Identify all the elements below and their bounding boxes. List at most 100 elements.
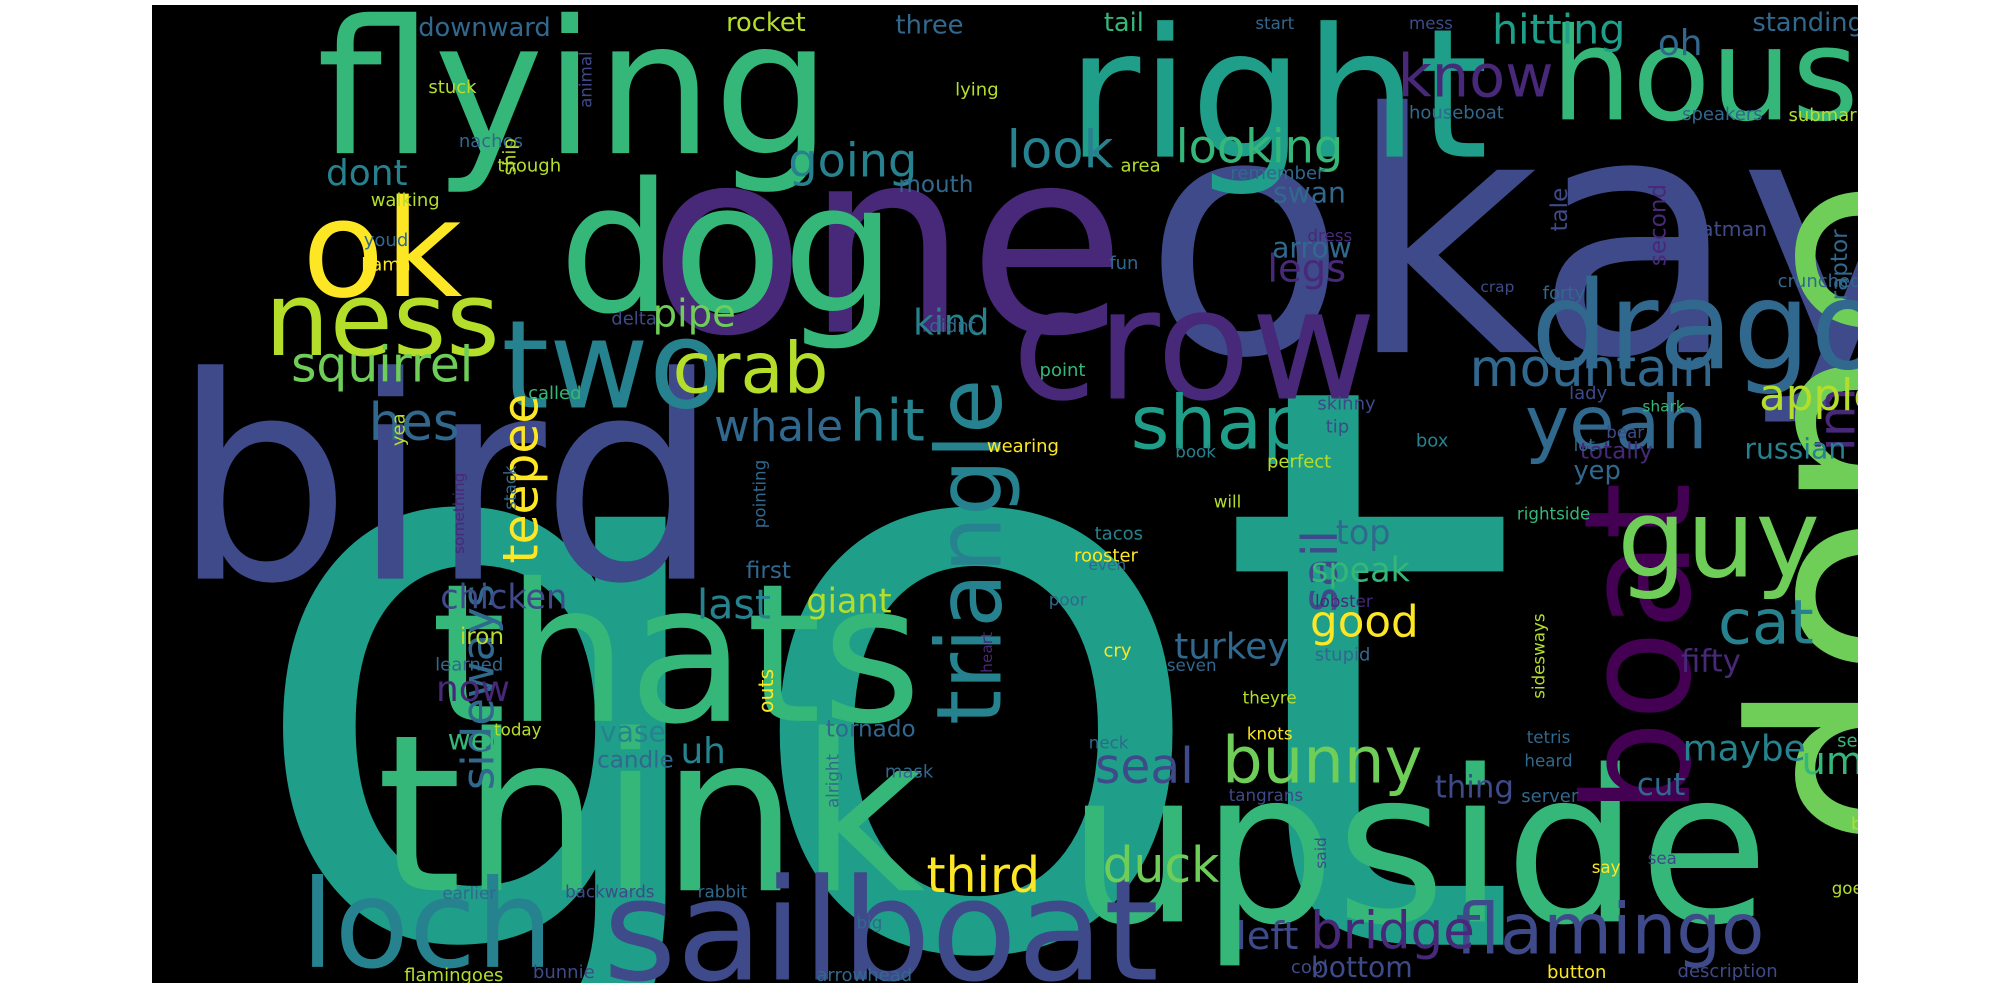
word-theyre: theyre bbox=[1243, 687, 1297, 707]
word-remember: remember bbox=[1230, 163, 1325, 184]
word-cry: cry bbox=[1104, 641, 1132, 662]
word-third: third bbox=[927, 848, 1041, 904]
word-even: even bbox=[1088, 556, 1126, 574]
word-rooster: rooster bbox=[1074, 545, 1139, 566]
word-hes: hes bbox=[369, 393, 460, 453]
word-got: got bbox=[240, 219, 1522, 983]
word-teepee: teepee bbox=[494, 394, 550, 564]
word-pointing: pointing bbox=[750, 460, 770, 528]
word-kind: kind bbox=[913, 302, 989, 343]
word-dog: dog bbox=[559, 145, 897, 354]
word-well: well bbox=[448, 723, 504, 756]
word-bridge: bridge bbox=[1310, 902, 1475, 962]
word-book: book bbox=[1175, 442, 1216, 462]
word-hitting: hitting bbox=[1492, 5, 1625, 53]
word-candle: candle bbox=[597, 747, 674, 773]
word-arrow: arrow bbox=[1272, 232, 1352, 265]
word-goes: goes bbox=[1832, 878, 1858, 898]
word-um: um bbox=[1801, 739, 1858, 784]
word-fun: fun bbox=[1109, 253, 1138, 274]
word-house: house bbox=[1551, 5, 1858, 150]
word-going: going bbox=[788, 134, 917, 188]
word-cat: cat bbox=[1718, 587, 1814, 659]
word-something: something bbox=[450, 473, 468, 555]
word-maybe: maybe bbox=[1683, 728, 1806, 769]
word-learned: learned bbox=[435, 655, 503, 676]
word-crunched: crunched bbox=[1778, 271, 1858, 292]
word-point: point bbox=[1040, 360, 1086, 381]
word-first: first bbox=[746, 558, 791, 584]
word-giant: giant bbox=[806, 581, 891, 620]
word-sideways: sideways bbox=[452, 584, 505, 790]
word-tornado: tornado bbox=[826, 717, 916, 743]
word-bunnie: bunnie bbox=[533, 962, 595, 983]
word-heard: heard bbox=[1524, 750, 1572, 770]
word-outs: outs bbox=[754, 669, 778, 713]
word-dont: dont bbox=[326, 153, 408, 194]
word-good: good bbox=[1310, 598, 1419, 648]
word-ness: ness bbox=[265, 261, 500, 380]
word-seal: seal bbox=[1095, 739, 1194, 795]
word-bong: bong bbox=[1851, 813, 1858, 833]
word-lobster: lobster bbox=[1315, 591, 1373, 611]
word-uh: uh bbox=[680, 731, 726, 772]
word-poor: poor bbox=[1049, 590, 1087, 610]
word-sidesways: sidesways bbox=[1528, 613, 1548, 698]
word-said: said bbox=[1312, 837, 1330, 869]
word-description: description bbox=[1678, 961, 1778, 982]
word-raptor: raptor bbox=[1827, 229, 1853, 300]
word-batman: batman bbox=[1688, 217, 1767, 241]
word-know: know bbox=[1398, 41, 1554, 110]
word-big: big bbox=[856, 913, 882, 933]
word-flamingoes: flamingoes bbox=[404, 965, 503, 983]
word-sailboat: sailboat bbox=[603, 850, 1159, 984]
word-one: one bbox=[649, 94, 1127, 393]
word-duck: duck bbox=[1103, 838, 1221, 894]
word-houseboat: houseboat bbox=[1409, 103, 1504, 124]
word-tacos: tacos bbox=[1095, 523, 1143, 544]
word-forty: forty bbox=[1543, 283, 1586, 304]
word-think: think bbox=[376, 689, 925, 942]
word-speak: speak bbox=[1311, 550, 1411, 589]
word-tip: tip bbox=[1326, 417, 1349, 438]
word-rabbit: rabbit bbox=[698, 882, 748, 902]
word-fifty: fifty bbox=[1681, 643, 1741, 679]
word-say: say bbox=[1592, 857, 1621, 877]
word-looking: looking bbox=[1176, 120, 1344, 174]
word-arrowhead: arrowhead bbox=[816, 965, 912, 983]
word-skinny: skinny bbox=[1317, 393, 1376, 414]
word-neck: neck bbox=[1089, 732, 1129, 752]
word-ship: ship bbox=[500, 138, 521, 175]
word-crab: crab bbox=[673, 326, 829, 409]
word-right: right bbox=[1066, 5, 1488, 200]
word-thing: thing bbox=[1435, 769, 1514, 805]
word-backwards: backwards bbox=[565, 882, 654, 902]
word-mouth: mouth bbox=[898, 172, 973, 198]
word-bear: bear bbox=[1606, 422, 1644, 442]
word-called: called bbox=[528, 383, 581, 404]
word-upside: upside bbox=[1067, 724, 1769, 971]
word-totally: totally bbox=[1580, 439, 1653, 465]
word-oh: oh bbox=[1658, 23, 1703, 64]
word-crow: crow bbox=[1012, 257, 1376, 436]
word-okay: okay bbox=[1143, 42, 1858, 431]
word-hit: hit bbox=[850, 387, 925, 455]
word-sea: sea bbox=[1648, 848, 1677, 868]
word-today: today bbox=[494, 720, 542, 740]
word-yep: yep bbox=[1573, 456, 1620, 486]
word-bird: bird bbox=[172, 317, 720, 646]
word-mountain: mountain bbox=[1470, 339, 1715, 399]
word-yeah: yeah bbox=[1525, 380, 1708, 467]
word-flying: flying bbox=[317, 5, 832, 197]
word-lot: lot bbox=[1574, 435, 1596, 455]
word-three: three bbox=[896, 11, 964, 41]
word-top: top bbox=[1336, 513, 1391, 552]
word-cool: cool bbox=[1291, 957, 1328, 978]
word-bottom: bottom bbox=[1311, 951, 1413, 983]
word-look: look bbox=[1007, 120, 1114, 180]
word-apple: apple bbox=[1759, 371, 1858, 421]
word-will: will bbox=[1214, 492, 1242, 512]
word-wearing: wearing bbox=[987, 436, 1059, 457]
word-russian: russian bbox=[1744, 433, 1846, 466]
